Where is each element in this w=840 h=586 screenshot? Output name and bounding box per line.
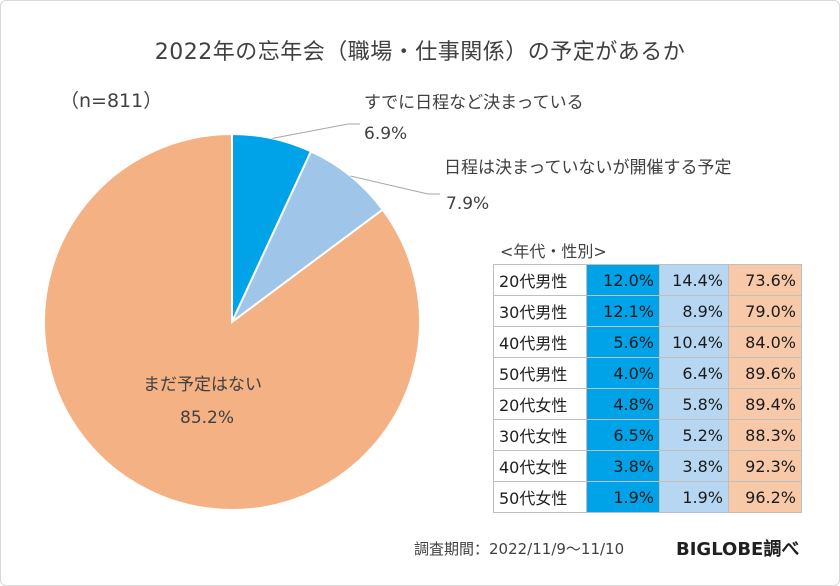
table-cell: 6.5% bbox=[586, 419, 660, 451]
row-label: 30代女性 bbox=[493, 419, 587, 451]
slice-value-decided: 6.9% bbox=[364, 124, 408, 144]
row-label: 20代男性 bbox=[493, 264, 587, 296]
table-cell: 1.9% bbox=[586, 481, 660, 513]
table-cell: 6.4% bbox=[659, 357, 729, 389]
leader-line bbox=[350, 175, 440, 195]
slice-value-planned: 7.9% bbox=[446, 194, 490, 214]
row-label: 50代男性 bbox=[493, 357, 587, 389]
row-label: 40代女性 bbox=[493, 450, 587, 482]
slice-label-none: まだ予定はない bbox=[143, 375, 262, 395]
row-label: 40代男性 bbox=[493, 326, 587, 358]
table-cell: 12.0% bbox=[586, 264, 660, 296]
table-cell: 5.2% bbox=[659, 419, 729, 451]
row-label: 50代女性 bbox=[493, 481, 587, 513]
table-cell: 79.0% bbox=[728, 295, 802, 327]
table-cell: 4.0% bbox=[586, 357, 660, 389]
table-row: 20代男性 12.0% 14.4% 73.6% bbox=[493, 264, 802, 296]
table-row: 40代男性 5.6% 10.4% 84.0% bbox=[493, 326, 802, 358]
table-cell: 89.4% bbox=[728, 388, 802, 420]
row-label: 20代女性 bbox=[493, 388, 587, 420]
table-row: 30代男性 12.1% 8.9% 79.0% bbox=[493, 295, 802, 327]
demographic-table: 20代男性 12.0% 14.4% 73.6% 30代男性 12.1% 8.9% 79.0% 4… bbox=[493, 264, 802, 513]
table-row: 50代男性 4.0% 6.4% 89.6% bbox=[493, 357, 802, 389]
survey-period: 調査期間：2022/11/9～11/10 bbox=[414, 540, 625, 558]
table-cell: 4.8% bbox=[586, 388, 660, 420]
table-cell: 1.9% bbox=[659, 481, 729, 513]
source-brand: BIGLOBE調べ bbox=[676, 539, 800, 560]
slice-value-none: 85.2% bbox=[180, 408, 235, 428]
slice-label-planned: 日程は決まっていないが開催する予定 bbox=[444, 158, 732, 178]
table-cell: 8.9% bbox=[659, 295, 729, 327]
pie-slice-none bbox=[43, 132, 421, 511]
table-cell: 5.6% bbox=[586, 326, 660, 358]
chart-title: 2022年の忘年会（職場・仕事関係）の予定があるか bbox=[154, 40, 686, 65]
table-cell: 3.8% bbox=[586, 450, 660, 482]
row-label: 30代男性 bbox=[493, 295, 587, 327]
table-row: 30代女性 6.5% 5.2% 88.3% bbox=[493, 419, 802, 451]
table-cell: 10.4% bbox=[659, 326, 729, 358]
table-row: 50代女性 1.9% 1.9% 96.2% bbox=[493, 481, 802, 513]
table-cell: 92.3% bbox=[728, 450, 802, 482]
table-cell: 88.3% bbox=[728, 419, 802, 451]
table-cell: 3.8% bbox=[659, 450, 729, 482]
slice-label-decided: すでに日程など決まっている bbox=[364, 93, 584, 113]
table-cell: 73.6% bbox=[728, 264, 802, 296]
table-cell: 96.2% bbox=[728, 481, 802, 513]
pie-slice-planned bbox=[231, 150, 385, 323]
table-cell: 84.0% bbox=[728, 326, 802, 358]
table-cell: 12.1% bbox=[586, 295, 660, 327]
table-row: 20代女性 4.8% 5.8% 89.4% bbox=[493, 388, 802, 420]
table-row: 40代女性 3.8% 3.8% 92.3% bbox=[493, 450, 802, 482]
table-title: <年代・性別> bbox=[500, 242, 607, 261]
leader-line bbox=[272, 123, 360, 139]
table-cell: 5.8% bbox=[659, 388, 729, 420]
table-cell: 14.4% bbox=[659, 264, 729, 296]
sample-size-label: （n=811） bbox=[60, 90, 163, 112]
table-cell: 89.6% bbox=[728, 357, 802, 389]
